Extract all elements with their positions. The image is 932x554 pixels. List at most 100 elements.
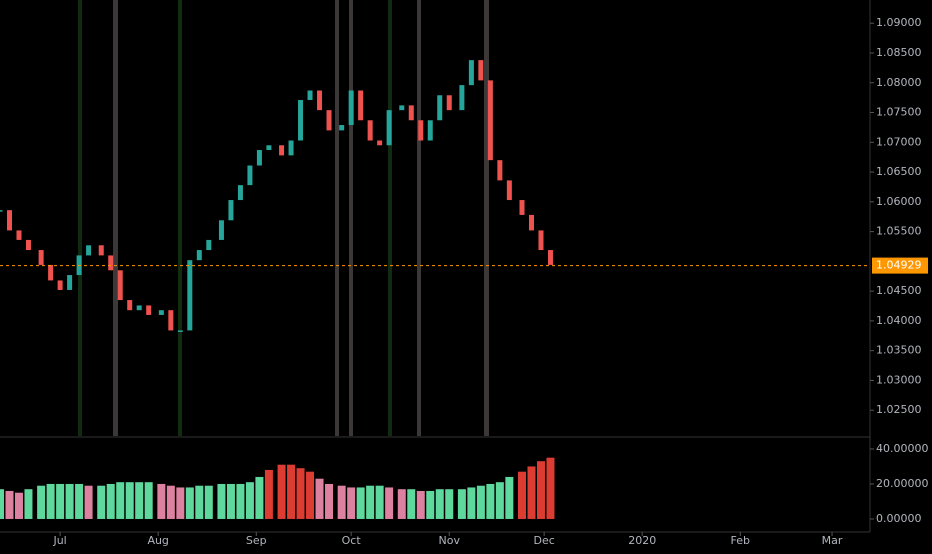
candle <box>57 280 63 290</box>
candle <box>127 300 133 311</box>
candle <box>386 110 392 146</box>
indicator-bar <box>325 483 334 519</box>
candle <box>399 105 405 111</box>
y-tick-label: 1.07500 <box>876 106 922 119</box>
indicator-bar <box>397 489 406 519</box>
indicator-bar <box>426 490 435 519</box>
indicator-bar <box>495 482 504 519</box>
candle <box>196 250 202 261</box>
indicator-bar <box>106 483 115 519</box>
x-tick-label: Nov <box>439 534 461 547</box>
indicator-bar <box>217 483 226 519</box>
x-tick-label: Sep <box>246 534 267 547</box>
y-tick-label: 20.00000 <box>876 477 929 490</box>
candle <box>0 210 3 212</box>
y-tick-label: 0.00000 <box>876 512 922 525</box>
candle <box>38 250 44 265</box>
indicator-bar <box>264 469 273 519</box>
x-tick-label: Oct <box>342 534 362 547</box>
candle <box>237 185 243 201</box>
indicator-bar <box>116 482 125 519</box>
indicator-bar <box>366 485 375 519</box>
indicator-bar <box>255 476 264 519</box>
candle <box>288 140 294 156</box>
indicator-bar <box>75 483 84 519</box>
indicator-bar <box>37 485 46 519</box>
event-band <box>78 0 82 436</box>
candle <box>519 200 525 215</box>
y-tick-label: 1.06500 <box>876 165 922 178</box>
candle <box>25 239 31 251</box>
candle <box>158 310 164 315</box>
candle <box>528 214 534 231</box>
indicator-bar <box>505 476 514 519</box>
indicator-bar <box>296 468 305 519</box>
event-bands <box>78 0 489 436</box>
indicator-bar <box>457 489 466 519</box>
candle <box>247 165 253 186</box>
event-band <box>335 0 339 436</box>
event-band <box>178 0 182 436</box>
candle <box>538 230 544 251</box>
candle <box>468 60 474 86</box>
indicator-bar <box>56 483 65 519</box>
indicator-bar <box>0 489 4 519</box>
y-tick-label: 1.06000 <box>876 195 922 208</box>
indicator-bar <box>204 485 213 519</box>
indicator-bar <box>518 471 526 519</box>
indicator-bar <box>236 483 245 519</box>
candle <box>339 125 345 131</box>
indicator-bar <box>306 471 315 519</box>
indicator-bar <box>14 492 23 519</box>
indicator-bar <box>65 483 74 519</box>
indicator-bar <box>166 485 175 519</box>
event-band <box>388 0 392 436</box>
y-tick-label: 1.09000 <box>876 16 922 29</box>
indicator-bar <box>157 483 166 519</box>
candle <box>307 90 313 101</box>
candle <box>427 120 433 141</box>
indicator-bar <box>527 466 536 519</box>
indicator-bar <box>315 478 324 519</box>
last-price-box <box>872 257 928 274</box>
candle <box>48 264 54 281</box>
x-tick-label: Feb <box>731 534 750 547</box>
indicator-bar <box>185 487 194 519</box>
indicator-bar <box>277 464 286 519</box>
indicator-bar <box>486 483 495 519</box>
candle <box>317 90 323 111</box>
y-tick-label: 1.04500 <box>876 284 922 297</box>
candle <box>218 220 224 240</box>
indicator-bar <box>407 489 416 519</box>
candle <box>326 110 332 131</box>
indicator-bar <box>416 490 425 519</box>
y-tick-label: 1.05500 <box>876 225 922 238</box>
candle <box>16 230 22 240</box>
indicator-bar <box>337 485 346 519</box>
x-tick-label: 2020 <box>628 534 656 547</box>
x-tick-label: Aug <box>147 534 168 547</box>
candle <box>478 60 484 81</box>
candle <box>418 120 424 141</box>
indicator-bar <box>176 487 185 519</box>
event-band <box>113 0 118 436</box>
candle <box>86 245 92 256</box>
candle <box>437 95 443 121</box>
candle <box>408 105 414 121</box>
candle <box>266 145 272 151</box>
candle <box>6 210 12 231</box>
indicator-bar <box>356 487 365 519</box>
candle <box>187 260 193 331</box>
indicator-bar <box>385 487 394 519</box>
candle <box>487 80 493 161</box>
indicator-bar <box>125 482 134 519</box>
event-band <box>417 0 421 436</box>
indicator-bar <box>435 489 444 519</box>
y-tick-label: 1.03500 <box>876 344 922 357</box>
indicator-bar <box>135 482 144 519</box>
indicator-bar <box>287 464 296 519</box>
indicator-bar <box>245 482 254 519</box>
x-tick-label: Jul <box>52 534 66 547</box>
candle <box>206 239 212 251</box>
